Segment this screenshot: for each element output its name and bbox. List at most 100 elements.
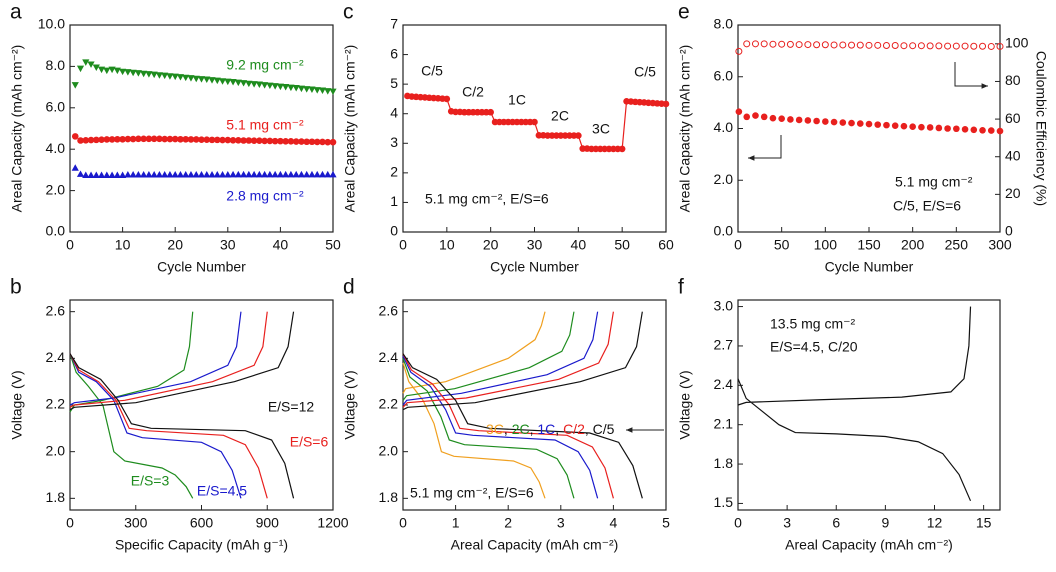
- marker: [996, 42, 1004, 50]
- marker: [224, 78, 232, 86]
- legend-separator: ,: [504, 421, 512, 437]
- x-tick-label: 200: [901, 237, 925, 253]
- x-tick-label: 1: [452, 515, 460, 531]
- marker: [192, 75, 200, 83]
- x-tick-label: 600: [190, 515, 214, 531]
- marker: [760, 113, 768, 121]
- marker: [271, 137, 279, 145]
- marker: [187, 136, 195, 143]
- y-axis-label: Voltage (V): [342, 370, 358, 439]
- panel-letter: c: [343, 1, 354, 24]
- marker: [292, 138, 300, 145]
- series-line: [402, 311, 599, 499]
- marker: [245, 137, 253, 144]
- marker: [229, 170, 237, 178]
- x-axis-label: Cycle Number: [825, 259, 914, 275]
- annotation: 5.1 mg cm⁻²: [895, 174, 973, 190]
- marker: [124, 69, 132, 76]
- marker: [821, 41, 829, 49]
- x-tick-label: 250: [945, 237, 969, 253]
- marker: [119, 68, 127, 76]
- y2-axis-label: Coulombic Efficiency (%): [1033, 51, 1049, 206]
- marker: [140, 135, 147, 143]
- marker: [266, 137, 274, 145]
- legend-entry: 3C: [486, 421, 504, 437]
- marker: [318, 87, 327, 95]
- marker: [240, 137, 247, 144]
- y-tick-label: 4: [390, 104, 398, 120]
- panel-letter: b: [10, 276, 22, 299]
- marker: [944, 42, 952, 50]
- marker: [787, 116, 794, 123]
- plot-frame: [69, 24, 334, 233]
- arrow-line: [748, 135, 782, 159]
- marker: [769, 114, 777, 122]
- x-tick-label: 4: [610, 515, 618, 531]
- marker: [804, 41, 812, 49]
- x-tick-label: 0: [399, 515, 407, 531]
- marker: [119, 171, 127, 178]
- y-tick-label: 8.0: [46, 57, 66, 73]
- marker: [926, 42, 934, 50]
- marker: [103, 136, 111, 143]
- marker: [979, 127, 986, 134]
- marker: [618, 145, 626, 153]
- series-label: E/S=12: [268, 399, 315, 415]
- marker: [203, 76, 211, 84]
- marker: [961, 125, 969, 133]
- marker: [171, 171, 179, 178]
- x-tick-label: 12: [927, 515, 943, 531]
- panel-letter: f: [678, 276, 684, 299]
- marker: [129, 135, 137, 143]
- x-tick-label: 9: [881, 515, 889, 531]
- x-tick-label: 20: [483, 237, 499, 253]
- y-axis-label: Areal Capacity (mAh cm⁻²): [677, 45, 693, 213]
- marker: [150, 171, 158, 178]
- series-label: 5.1 mg cm⁻²: [226, 117, 304, 133]
- marker: [145, 135, 153, 143]
- series-line: [69, 311, 242, 499]
- marker: [250, 137, 258, 145]
- legend-separator: ,: [555, 421, 563, 437]
- marker: [213, 171, 221, 178]
- series-line: [69, 311, 194, 499]
- marker: [531, 118, 538, 126]
- x-tick-label: 40: [571, 237, 587, 253]
- marker: [319, 138, 326, 146]
- x-tick-label: 6: [832, 515, 840, 531]
- marker: [87, 136, 95, 144]
- y2-tick-label: 80: [1005, 72, 1021, 88]
- y-tick-label: 0.0: [714, 223, 734, 239]
- marker: [318, 170, 327, 178]
- series-line: [737, 306, 972, 502]
- marker: [900, 122, 908, 130]
- y2-tick-label: 60: [1005, 110, 1021, 126]
- series-line: [402, 311, 643, 499]
- annotation: 2C: [551, 108, 569, 124]
- y-tick-label: 2.7: [714, 337, 734, 353]
- panel-letter: d: [343, 276, 355, 299]
- y-tick-label: 4.0: [714, 119, 734, 135]
- marker: [287, 84, 295, 92]
- annotation: E/S=4.5, C/20: [770, 339, 858, 355]
- marker: [108, 171, 116, 178]
- arrow-head: [748, 155, 755, 161]
- marker: [208, 77, 216, 84]
- marker: [77, 137, 84, 144]
- x-tick-label: 0: [66, 237, 74, 253]
- marker: [778, 40, 786, 48]
- annotation: C/2: [462, 84, 484, 100]
- x-tick-label: 10: [115, 237, 131, 253]
- marker: [292, 170, 300, 178]
- marker: [883, 121, 890, 129]
- marker: [92, 171, 100, 178]
- marker: [140, 171, 148, 178]
- marker: [839, 41, 847, 49]
- marker: [996, 127, 1004, 135]
- annotation: 3C: [592, 121, 610, 137]
- marker: [987, 127, 995, 134]
- y-tick-label: 1.8: [46, 489, 66, 505]
- marker: [271, 170, 279, 178]
- y-tick-label: 2.6: [46, 302, 66, 318]
- y2-tick-label: 20: [1005, 185, 1021, 201]
